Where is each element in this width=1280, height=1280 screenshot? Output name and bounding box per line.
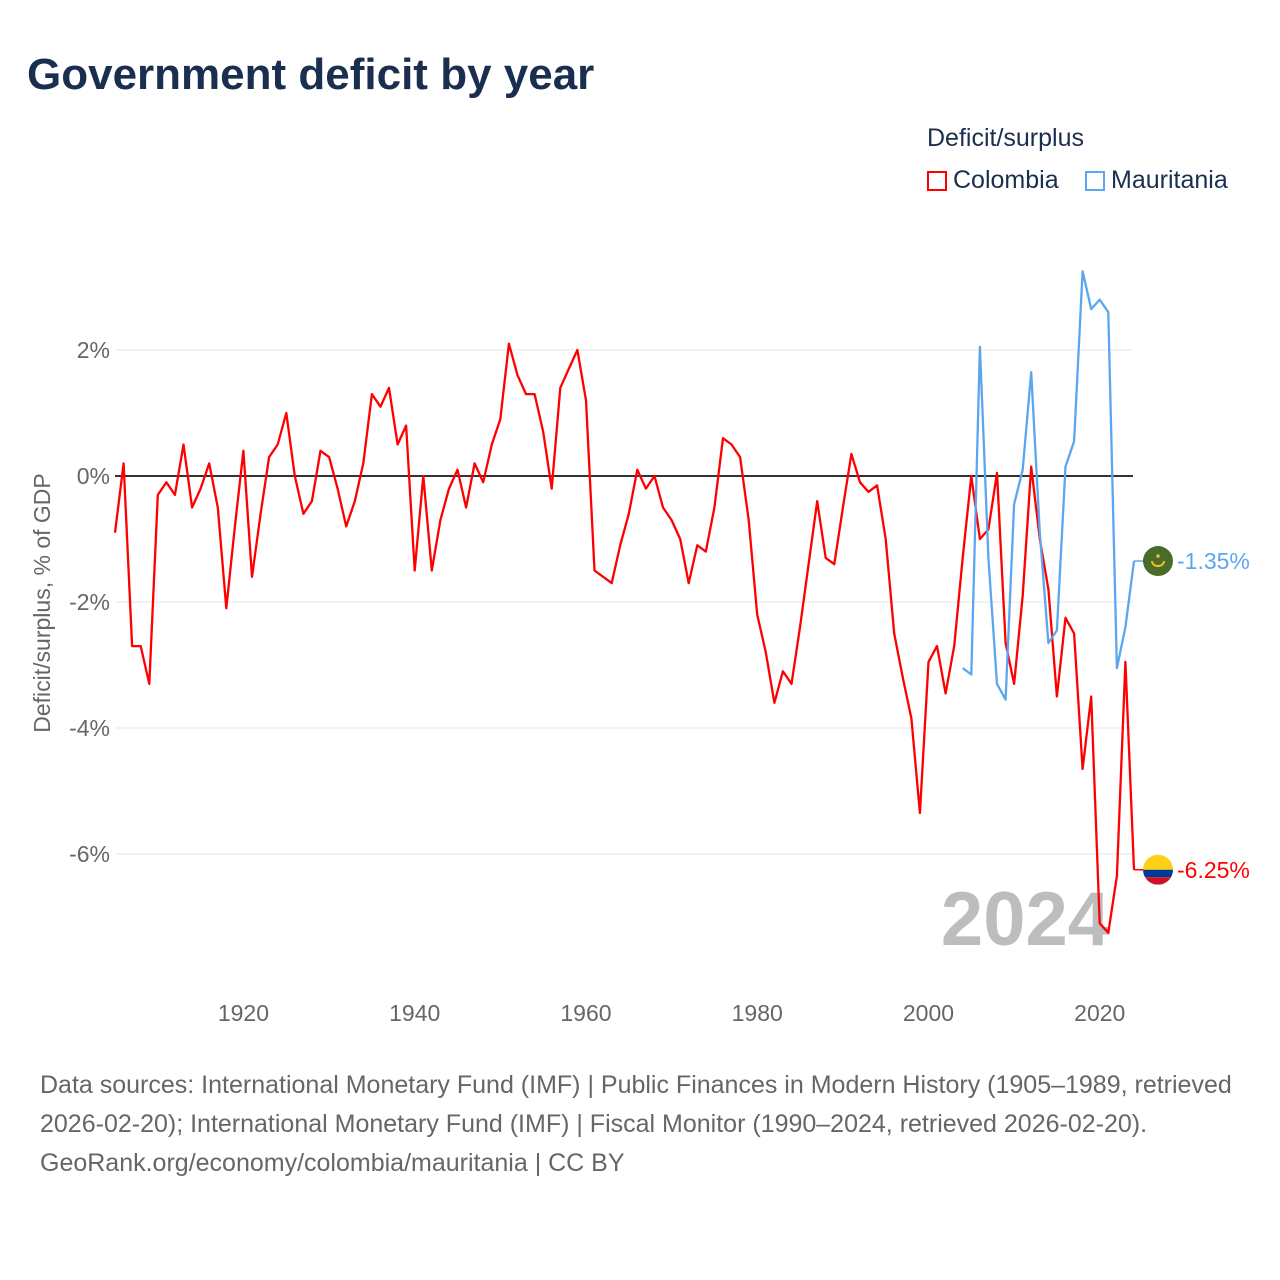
crescent-icon bbox=[1151, 560, 1165, 568]
mauritania-flag-icon bbox=[1143, 546, 1173, 577]
legend-swatch-colombia bbox=[927, 170, 947, 191]
x-tick-label: 2000 bbox=[903, 1000, 954, 1026]
x-tick-label: 1980 bbox=[732, 1000, 783, 1026]
colombia-flag-icon bbox=[1143, 877, 1173, 885]
legend-title: Deficit/surplus bbox=[927, 124, 1084, 152]
x-tick-label: 1920 bbox=[218, 1000, 269, 1026]
footer: Data sources: International Monetary Fun… bbox=[40, 1066, 1240, 1183]
y-tick-label: -2% bbox=[69, 589, 110, 615]
legend-swatch-mauritania bbox=[1085, 170, 1105, 191]
y-axis-label: Deficit/surplus, % of GDP bbox=[29, 473, 55, 732]
y-tick-label: -6% bbox=[69, 841, 110, 867]
end-value-label: -1.35% bbox=[1177, 548, 1250, 574]
series-line-mauritania bbox=[962, 270, 1136, 701]
data-sources: Data sources: International Monetary Fun… bbox=[40, 1071, 1232, 1138]
star-icon bbox=[1156, 554, 1160, 558]
attribution-link[interactable]: GeoRank.org/economy/colombia/mauritania … bbox=[40, 1149, 625, 1177]
legend-item-colombia[interactable]: Colombia bbox=[927, 166, 1059, 195]
series-line-colombia bbox=[113, 342, 1136, 934]
y-tick-label: 2% bbox=[77, 337, 110, 363]
colombia-flag-icon bbox=[1143, 869, 1173, 878]
x-tick-label: 1960 bbox=[560, 1000, 611, 1026]
y-tick-label: -4% bbox=[69, 715, 110, 741]
legend-label: Colombia bbox=[953, 166, 1059, 194]
x-tick-label: 2020 bbox=[1074, 1000, 1125, 1026]
year-watermark: 2024 bbox=[941, 877, 1110, 962]
legend-label: Mauritania bbox=[1111, 166, 1228, 194]
y-tick-label: 0% bbox=[77, 463, 110, 489]
end-value-label: -6.25% bbox=[1177, 857, 1250, 883]
legend-item-mauritania[interactable]: Mauritania bbox=[1085, 166, 1228, 195]
colombia-flag-icon bbox=[1143, 854, 1173, 870]
chart-title: Government deficit by year bbox=[27, 50, 595, 99]
x-tick-label: 1940 bbox=[389, 1000, 440, 1026]
